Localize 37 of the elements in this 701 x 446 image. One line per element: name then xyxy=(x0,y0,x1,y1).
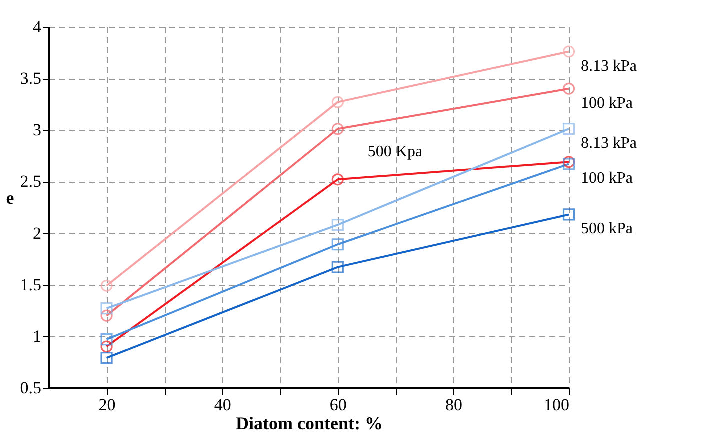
x-axis-title: Diatom content: % xyxy=(236,414,383,434)
x-tick-label: 20 xyxy=(98,396,116,414)
point xyxy=(562,46,576,58)
point xyxy=(100,340,113,353)
point xyxy=(562,123,576,136)
point xyxy=(332,238,344,251)
y-tick-label: 2 xyxy=(33,224,42,243)
point xyxy=(100,352,113,364)
y-tick-label: 0.5 xyxy=(20,378,42,398)
point xyxy=(332,123,344,136)
series-label: 500 kPa xyxy=(581,220,633,238)
point xyxy=(332,174,344,186)
x-tick-label: 100 xyxy=(544,396,570,414)
point xyxy=(562,82,576,95)
x-tick-label: 60 xyxy=(330,396,347,414)
y-tick-label: 1.5 xyxy=(20,275,42,294)
series-label: 500 Kpa xyxy=(368,144,423,161)
y-tick-label: 2.5 xyxy=(20,172,42,192)
series-label: 100 kPa xyxy=(581,170,633,188)
point xyxy=(100,280,113,292)
x-tick-label: 80 xyxy=(445,396,462,414)
y-tick-label: 4 xyxy=(33,18,42,36)
y-tick-label: 3 xyxy=(33,120,42,140)
point xyxy=(332,261,344,274)
x-tick-label: 40 xyxy=(214,396,232,414)
point xyxy=(332,218,344,232)
point xyxy=(100,310,113,322)
point xyxy=(100,302,113,315)
series-label: 8.13 kPa xyxy=(581,135,637,152)
point xyxy=(100,333,113,346)
series-label: 8.13 kPa xyxy=(581,58,637,75)
series-label: 100 kPa xyxy=(581,94,633,112)
y-tick-label: 1 xyxy=(33,326,42,346)
point xyxy=(332,96,344,108)
y-axis-title: e xyxy=(6,188,14,208)
y-tick-label: 3.5 xyxy=(20,69,42,88)
point xyxy=(562,208,576,221)
